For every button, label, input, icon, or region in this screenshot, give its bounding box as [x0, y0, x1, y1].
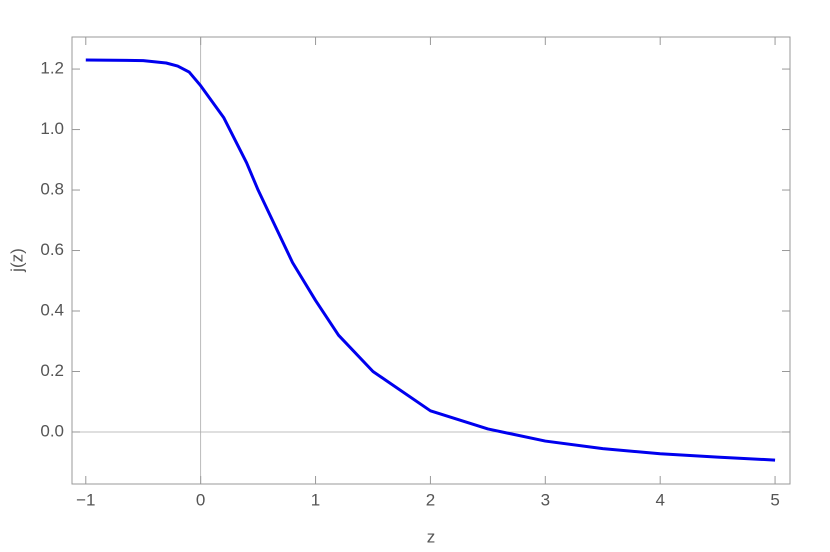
y-tick-label: 0.4	[40, 300, 64, 319]
y-tick-label: 0.0	[40, 421, 64, 440]
plot-frame	[71, 36, 791, 485]
x-tick-label: −1	[76, 490, 95, 509]
x-tick-label: 1	[311, 490, 320, 509]
y-tick-label: 1.2	[40, 59, 64, 78]
x-tick-label: 2	[426, 490, 435, 509]
y-tick-label: 1.0	[40, 119, 64, 138]
x-tick-label: 4	[655, 490, 664, 509]
x-axis-label: z	[427, 527, 436, 546]
x-tick-label: 5	[770, 490, 779, 509]
x-tick-label: 0	[196, 490, 205, 509]
y-tick-label: 0.6	[40, 240, 64, 259]
y-tick-label: 0.2	[40, 361, 64, 380]
y-tick-label: 0.8	[40, 180, 64, 199]
x-tick-label: 3	[541, 490, 550, 509]
line-series	[85, 58, 776, 462]
y-axis-label: j(z)	[7, 248, 26, 273]
